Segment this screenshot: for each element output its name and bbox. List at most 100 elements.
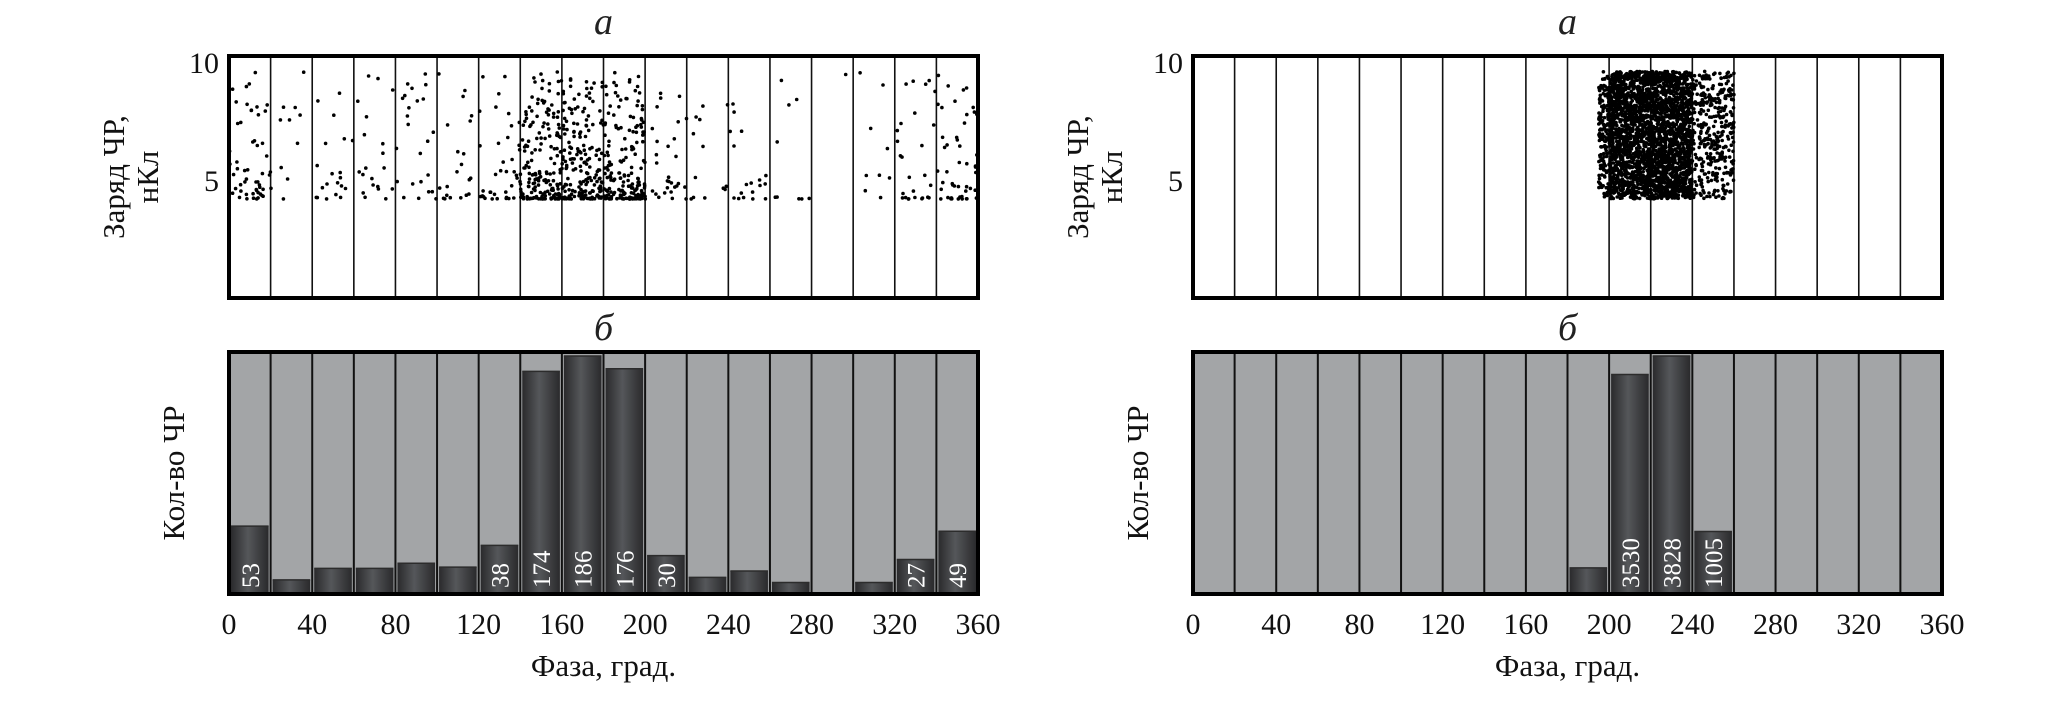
scatter-point <box>942 145 947 150</box>
scatter-point <box>244 84 249 89</box>
scatter-point <box>1675 97 1679 101</box>
scatter-point <box>1664 90 1669 95</box>
scatter-point <box>1628 153 1632 157</box>
scatter-point <box>575 122 580 126</box>
bar-background <box>1858 352 1901 594</box>
x-tick-label: 280 <box>1753 608 1798 641</box>
scatter-point <box>478 144 482 148</box>
scatter-point <box>1646 174 1651 178</box>
scatter-point <box>1601 109 1605 114</box>
scatter-point <box>1716 130 1720 135</box>
scatter-point <box>1608 81 1613 86</box>
scatter-point <box>1690 159 1695 163</box>
bar <box>1694 531 1732 594</box>
scatter-point <box>244 192 249 197</box>
scatter-point <box>1652 172 1656 176</box>
scatter-point <box>843 72 848 77</box>
scatter-point <box>1628 141 1632 145</box>
scatter-point <box>235 160 239 164</box>
scatter-point <box>1667 95 1672 100</box>
panel-right: а 5 10 Заряд ЧР, нКл б 3530 3828 1005 0 40 80 120 160… <box>1060 1 1965 683</box>
bar-value-label-group: 176 <box>612 551 639 589</box>
scatter-point <box>1662 71 1667 75</box>
scatter-point <box>343 186 348 191</box>
scatter-point <box>563 182 568 187</box>
scatter-point <box>1666 107 1671 111</box>
scatter-point <box>964 184 969 189</box>
scatter-point <box>1667 77 1672 81</box>
scatter-point <box>1639 160 1643 164</box>
scatter-point <box>954 135 959 140</box>
scatter-chart: а 5 10 Заряд ЧР, нКл <box>1060 1 1944 300</box>
scatter-point <box>609 178 613 182</box>
scatter-point <box>1617 139 1622 143</box>
scatter-point <box>1611 111 1616 115</box>
scatter-points <box>1596 69 1736 201</box>
scatter-point <box>556 79 561 84</box>
scatter-point <box>522 149 527 153</box>
bar-value-label: 53 <box>238 563 265 588</box>
scatter-point <box>579 192 584 196</box>
scatter-point <box>1680 104 1685 108</box>
scatter-point <box>1685 175 1689 179</box>
scatter-point <box>691 131 696 136</box>
scatter-point <box>1652 103 1656 108</box>
scatter-point <box>913 111 917 115</box>
scatter-point <box>1713 174 1718 179</box>
scatter-point <box>1678 134 1683 139</box>
scatter-point <box>578 130 583 134</box>
scatter-point <box>1622 146 1627 151</box>
scatter-point <box>675 184 679 188</box>
scatter-point <box>639 193 643 198</box>
scatter-point <box>515 176 519 180</box>
bar-y-label-group: Кол-во ЧР <box>1120 405 1155 540</box>
scatter-point <box>1645 196 1650 200</box>
scatter-point <box>557 126 562 130</box>
scatter-point <box>1620 113 1624 118</box>
scatter-point <box>527 165 531 170</box>
scatter-point <box>538 148 542 152</box>
bar-background <box>437 352 479 594</box>
scatter-point <box>1608 178 1613 182</box>
scatter-point <box>1706 87 1710 92</box>
scatter-point <box>425 139 430 143</box>
scatter-point <box>1609 148 1614 153</box>
scatter-point <box>1616 77 1621 82</box>
scatter-point <box>448 195 453 200</box>
scatter-point <box>654 161 659 165</box>
scatter-point <box>1663 126 1668 130</box>
scatter-point <box>763 197 768 201</box>
scatter-point <box>731 102 735 106</box>
scatter-point <box>642 130 646 134</box>
scatter-point <box>481 189 485 193</box>
scatter-point <box>676 120 680 124</box>
scatter-point <box>570 111 574 116</box>
scatter-point <box>572 157 576 161</box>
scatter-point <box>257 183 262 187</box>
scatter-point <box>366 74 371 78</box>
scatter-point <box>1732 71 1736 76</box>
scatter-point <box>1642 81 1647 86</box>
scatter-point <box>757 178 762 182</box>
scatter-point <box>1656 84 1660 88</box>
scatter-point <box>1721 114 1726 119</box>
scatter-chart: а 5 10 Заряд ЧР, нКл <box>96 1 980 300</box>
scatter-point <box>604 84 608 89</box>
scatter-point <box>1637 73 1641 77</box>
scatter-point <box>1638 98 1642 103</box>
scatter-point <box>477 109 482 113</box>
scatter-point <box>480 194 485 198</box>
scatter-point <box>1692 121 1696 126</box>
scatter-point <box>255 105 259 109</box>
scatter-point <box>617 171 621 175</box>
scatter-point <box>1704 74 1709 79</box>
scatter-point <box>1694 155 1699 160</box>
scatter-point <box>1667 179 1671 184</box>
bar-y-label: Кол-во ЧР <box>1120 405 1155 540</box>
scatter-point <box>1673 82 1678 87</box>
scatter-point <box>512 170 516 174</box>
scatter-point <box>529 158 534 163</box>
scatter-point <box>1718 109 1723 114</box>
scatter-point <box>1698 137 1702 141</box>
y-tick-label: 5 <box>1168 165 1183 198</box>
